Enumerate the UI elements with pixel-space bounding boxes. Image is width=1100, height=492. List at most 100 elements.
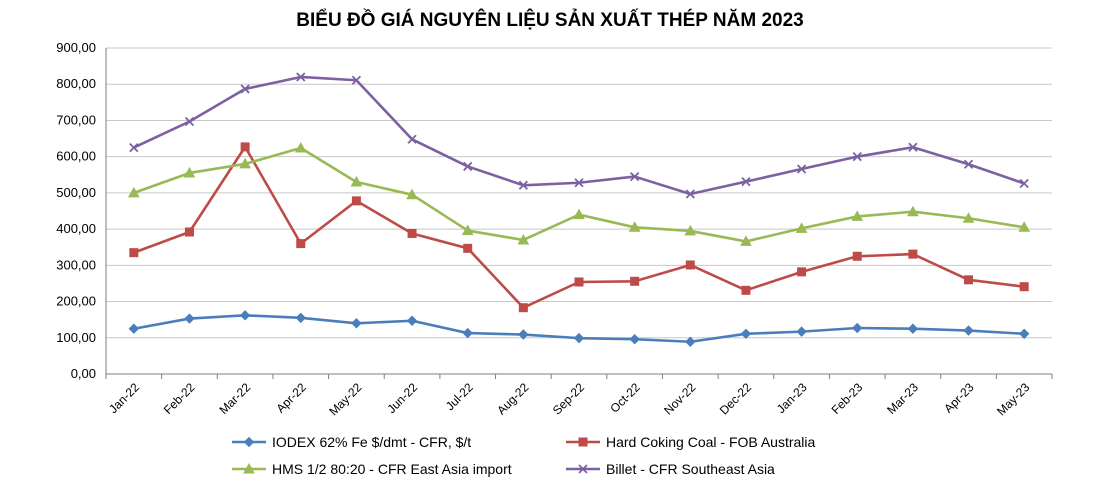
data-point	[907, 323, 919, 334]
x-marker-stroke	[240, 84, 250, 94]
legend-marker	[243, 436, 255, 448]
data-point	[908, 249, 918, 259]
y-axis-tick-labels: 0,00 100,00 200,00 300,00 400,00 500,00 600,00…	[56, 40, 96, 381]
legend-label: HMS 1/2 80:20 - CFR East Asia import	[272, 461, 512, 477]
x-tick-label: Apr-22	[274, 380, 310, 416]
data-point	[184, 116, 195, 127]
x-marker-stroke	[574, 178, 584, 188]
data-point	[685, 260, 695, 270]
x-marker-stroke	[685, 189, 695, 199]
x-tick-label: Nov-22	[661, 380, 698, 417]
data-point	[463, 243, 473, 253]
data-point	[852, 251, 862, 261]
data-point	[908, 142, 918, 152]
data-point	[518, 180, 528, 190]
y-tick-label: 600,00	[56, 149, 96, 164]
x-marker-stroke	[1019, 178, 1029, 189]
data-point	[128, 323, 140, 334]
data-point	[796, 326, 807, 337]
x-tick-label: Mar-22	[216, 380, 253, 417]
data-point	[407, 228, 417, 238]
legend-item: IODEX 62% Fe $/dmt - CFR, $/t	[232, 434, 471, 450]
data-point	[628, 221, 641, 232]
x-tick-label: Mar-23	[884, 380, 921, 417]
x-marker-stroke	[963, 159, 974, 169]
data-point	[518, 303, 528, 313]
legend-label: Billet - CFR Southeast Asia	[606, 461, 775, 477]
data-point	[796, 164, 807, 174]
data-point	[684, 224, 697, 236]
data-point	[406, 188, 418, 200]
data-point	[406, 315, 418, 326]
x-tick-label: Jun-22	[384, 380, 420, 416]
legend-label: IODEX 62% Fe $/dmt - CFR, $/t	[272, 434, 471, 450]
y-tick-label: 900,00	[56, 40, 96, 55]
data-point	[239, 157, 251, 169]
series-1	[128, 310, 1030, 347]
x-marker-stroke	[184, 116, 195, 127]
legend-marker	[243, 462, 255, 474]
x-tick-label: Jan-23	[774, 380, 810, 416]
x-marker-stroke	[518, 180, 528, 190]
y-tick-label: 100,00	[56, 330, 96, 345]
data-point	[295, 312, 306, 324]
data-point	[240, 84, 250, 94]
data-point	[407, 134, 417, 144]
x-marker-stroke	[630, 171, 640, 182]
y-tick-label: 700,00	[56, 112, 96, 127]
x-marker-stroke	[908, 142, 918, 152]
data-point	[463, 161, 473, 172]
y-tick-label: 200,00	[56, 294, 96, 309]
x-marker-stroke	[852, 152, 862, 162]
data-point	[963, 159, 974, 169]
gridlines	[106, 47, 1052, 339]
x-marker-stroke	[129, 142, 139, 153]
data-point	[351, 75, 362, 85]
data-point	[351, 318, 362, 329]
x-marker-stroke	[351, 75, 362, 85]
data-point	[630, 276, 640, 286]
data-point	[852, 322, 863, 334]
data-point	[296, 239, 306, 249]
data-point	[461, 224, 474, 236]
x-marker-stroke	[296, 72, 306, 82]
series-2	[129, 142, 1029, 313]
data-point	[797, 267, 807, 277]
data-point	[129, 248, 139, 258]
data-point	[963, 325, 974, 336]
x-tick-label: Apr-23	[941, 380, 977, 416]
data-point	[741, 285, 751, 295]
x-tick-label: Aug-22	[494, 380, 531, 417]
x-tick-label: Oct-22	[607, 380, 643, 416]
data-point	[795, 222, 808, 233]
series-4	[129, 72, 1029, 199]
data-point	[127, 186, 140, 198]
data-point	[350, 175, 363, 187]
data-point	[740, 235, 752, 246]
data-point	[685, 336, 696, 347]
y-tick-label: 400,00	[56, 221, 96, 236]
data-point	[239, 310, 251, 321]
x-marker-stroke	[578, 464, 588, 474]
y-tick-label: 300,00	[56, 257, 96, 272]
legend-marker	[578, 437, 588, 447]
data-point	[517, 233, 530, 245]
y-tick-label: 800,00	[56, 76, 96, 91]
data-point	[741, 177, 751, 187]
axes	[105, 48, 1053, 379]
data-point	[129, 142, 139, 153]
data-point	[183, 166, 196, 178]
legend-label: Hard Coking Coal - FOB Australia	[606, 434, 816, 450]
data-point	[964, 275, 974, 285]
data-point	[1018, 221, 1031, 232]
data-point	[851, 210, 864, 221]
x-marker-stroke	[463, 161, 473, 172]
data-point	[907, 205, 919, 217]
data-point	[518, 329, 529, 340]
legend-item: Hard Coking Coal - FOB Australia	[566, 434, 816, 450]
data-point	[574, 277, 584, 287]
x-tick-label: Jan-22	[106, 380, 142, 416]
data-point	[184, 227, 194, 237]
x-tick-label: Dec-22	[717, 380, 754, 417]
